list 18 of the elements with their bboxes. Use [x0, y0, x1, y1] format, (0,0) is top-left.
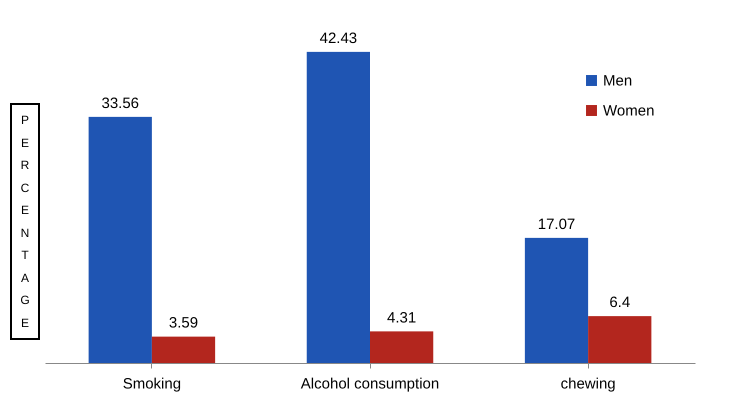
x-tick-label: Alcohol consumption [300, 376, 440, 392]
x-tick-label: chewing [560, 376, 616, 392]
bar [152, 336, 216, 363]
data-label: 3.59 [168, 314, 198, 332]
data-label: 17.07 [538, 216, 576, 233]
bar [588, 316, 652, 363]
text: PERCENTAGE [20, 113, 30, 330]
data-label: 6.4 [609, 294, 630, 312]
bar [306, 52, 370, 363]
legend-label: Men [603, 72, 632, 90]
x-tick-label: Smoking [122, 376, 182, 392]
data-label: 33.56 [101, 94, 140, 112]
bar [524, 238, 588, 363]
data-label: 42.43 [320, 30, 358, 47]
bar [88, 116, 152, 363]
data-label: 4.31 [387, 309, 416, 326]
legend-label: Women [603, 102, 654, 120]
bar [370, 331, 434, 363]
